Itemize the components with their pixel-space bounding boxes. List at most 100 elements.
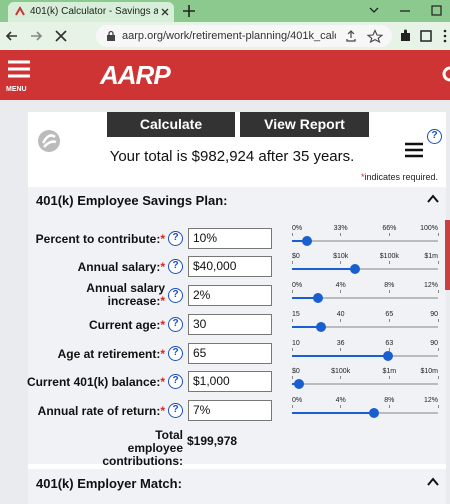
field-input[interactable]: $40,000 [188,256,272,277]
slider-tick-label: 4% [335,282,346,289]
lock-icon [107,30,115,41]
slider-fill [292,240,307,242]
url-actions[interactable] [344,29,388,43]
tab-bar: 401(k) Calculator - Savings and R [0,0,450,22]
field-label: Age at retirement:* [58,347,165,361]
help-icon[interactable]: ? [168,259,183,274]
slider-thumb[interactable] [349,264,360,274]
help-icon[interactable]: ? [168,317,183,332]
slider-thumb[interactable] [294,379,305,389]
collapse-icon[interactable] [426,476,440,488]
label-text: Current 401(k) balance: [26,375,161,389]
slider-thumb[interactable] [383,351,394,361]
required-mark: * [160,347,165,361]
slider-fill [292,412,374,414]
slider-tick [340,290,342,293]
required-mark: * [160,404,165,418]
field-input[interactable]: 10% [188,228,272,249]
slider-tick [291,261,293,264]
slider-tick [388,376,390,379]
slider-tick [340,348,342,351]
slider-fill [292,355,389,357]
field-input[interactable]: 7% [188,400,272,421]
slider-tick-label: 33% [333,225,348,232]
window-controls[interactable] [366,3,450,19]
slider-tick-label: 66% [382,225,397,232]
slider-tick [437,261,439,264]
employer-section: 401(k) Employer Match: [28,469,446,504]
help-icon[interactable]: ? [168,403,183,418]
field-label: Current age:* [89,318,165,332]
slider-tick [291,319,293,322]
slider-tick-label: 65 [385,311,394,318]
menu-label[interactable]: MENU [6,86,27,93]
slider-tick-label: 8% [384,397,395,404]
tab-close[interactable] [160,7,170,17]
required-note: *indicates required. [361,172,438,182]
slider-tick-label: $10m [420,368,438,375]
help-icon[interactable]: ? [427,129,442,144]
menu-icon[interactable] [7,58,31,82]
help-icon[interactable]: ? [168,346,183,361]
slider-tick [291,290,293,293]
slider-tick [340,376,342,379]
slider-tick [388,261,390,264]
slider-tick-label: $100k [379,253,399,260]
label-text: Annual salary: [77,260,161,274]
slider-tick [340,261,342,264]
calculator-logo [38,130,60,152]
slider-tick-label: 15 [292,311,300,318]
collapse-icon[interactable] [426,193,440,205]
slider-track [292,240,438,242]
calculate-button[interactable]: Calculate [107,112,235,137]
field-input[interactable]: 65 [188,343,272,364]
slider-tick-label: 63 [385,340,394,347]
label-text: Current age: [88,318,161,332]
slider-tick [291,405,293,408]
help-icon[interactable]: ? [168,288,183,303]
slider-tick-label: 90 [430,340,438,347]
slider-tick [291,233,293,236]
site-header: MENU AARP [0,50,450,100]
label-text: Annual rate of return: [37,404,161,418]
tab[interactable]: 401(k) Calculator - Savings and R [8,2,174,22]
slider-track [292,326,438,328]
slider-tick-label: 40 [336,311,345,318]
slider-fill [292,268,355,270]
logo[interactable]: AARP [100,60,171,90]
slider-thumb[interactable] [368,408,379,418]
extension-icons[interactable] [398,28,450,44]
field-label: Annual salary:* [78,260,165,274]
slider-track [292,268,438,270]
help-icon[interactable]: ? [168,231,183,246]
required-mark: * [160,294,165,308]
help-icon[interactable]: ? [168,374,183,389]
slider-tick [291,376,293,379]
field-input[interactable]: $1,000 [188,371,272,392]
slider-thumb[interactable] [301,236,312,246]
section-title: 401(k) Employer Match: [36,476,182,491]
slider-tick [437,319,439,322]
field-input[interactable]: 2% [188,285,272,306]
slider-tick-label: $1m [424,253,438,260]
slider-tick [291,348,293,351]
header-icon[interactable] [440,64,450,84]
total-summary: Your total is $982,924 after 35 years. [109,148,355,165]
required-mark: * [160,260,165,274]
field-label: Annual rate of return:* [38,404,165,418]
slider-thumb[interactable] [316,322,327,332]
slider-tick-label: 36 [336,340,345,347]
required-mark: * [160,375,165,389]
slider-tick-label: 10 [292,340,300,347]
options-menu[interactable] [405,142,423,158]
nav-buttons[interactable] [4,28,94,44]
new-tab[interactable] [182,4,196,18]
slider-tick-label: 100% [420,225,438,232]
field-input[interactable]: 30 [188,314,272,335]
slider-thumb[interactable] [313,293,324,303]
address-bar[interactable]: aarp.org/work/retirement-planning/401k_c… [96,25,392,47]
slider-fill [292,297,319,299]
view-report-button[interactable]: View Report [240,112,369,137]
slider-tick-label: 12% [423,282,438,289]
scrollbar[interactable] [445,220,450,290]
